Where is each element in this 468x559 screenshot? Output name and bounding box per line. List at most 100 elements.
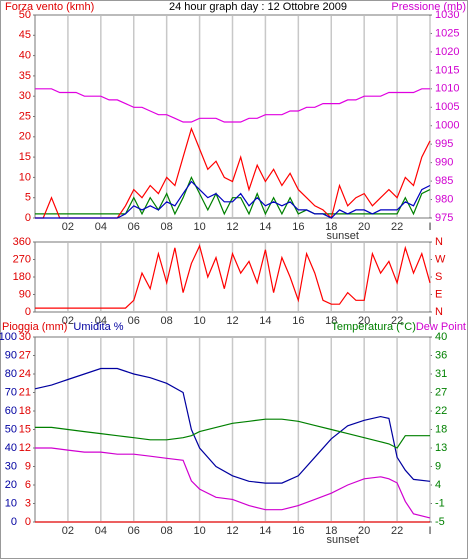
x-tick-label: 06 [128,315,140,327]
x-tick-label: 08 [161,315,173,327]
series-line [35,244,431,309]
y-tick-label: 6 [25,479,31,491]
x-tick-label: 04 [95,525,107,537]
y3-tick-label: 18 [435,423,447,435]
x-tick-label: 02 [62,315,74,327]
y-tick-label: 50 [19,9,31,21]
x-tick-label: 10 [193,221,205,233]
y-tick-label: 15 [19,151,31,163]
y-tick-label: 27 [19,349,31,361]
y3-tick-label: 9 [435,460,441,472]
annotation: sunset [327,534,359,546]
y-tick-label: 30 [19,90,31,102]
y-tick-label: 0 [25,212,31,224]
y2-tick-label: 0 [11,516,17,528]
series-line [35,418,430,449]
x-tick-label: 04 [95,315,107,327]
x-tick-label: 12 [226,315,238,327]
y-tick-label: 3 [25,497,31,509]
y2-tick-label: 990 [435,157,453,169]
y-tick-label: 360 [13,236,31,248]
y-tick-label: 180 [13,271,31,283]
x-tick-label: 14 [259,525,271,537]
y2-tick-label: 20 [5,479,17,491]
y2-tick-label: 1000 [435,120,459,132]
y2-tick-label: 975 [435,212,453,224]
y2-tick-label: 1025 [435,27,459,39]
y-tick-label: 40 [19,50,31,62]
x-tick-label: 20 [358,525,370,537]
y2-tick-label: 985 [435,175,453,187]
x-tick-label: 08 [161,221,173,233]
x-tick-label: 10 [193,315,205,327]
series-line [34,367,431,484]
x-tick-label: 14 [259,221,271,233]
y3-tick-label: -5 [435,516,445,528]
y-tick-label: 45 [19,29,31,41]
y-tick-label: 10 [19,171,31,183]
chart-title: 24 hour graph day : 12 Ottobre 2009 [169,1,347,13]
y2-tick-label: 70 [5,386,17,398]
x-tick-label: 22 [391,221,403,233]
x-tick-label: I [428,525,431,537]
x-tick-label: 12 [226,221,238,233]
y2-tick-label: 1005 [435,101,459,113]
legend-entry: Temperatura (°C) [331,321,415,333]
x-tick-label: 02 [62,221,74,233]
y-tick-label: 21 [19,386,31,398]
y3-tick-label: 27 [435,386,447,398]
y2-tick-label: E [435,288,442,300]
x-tick-label: 18 [325,525,337,537]
x-tick-label: 18 [325,221,337,233]
x-tick-label: 08 [161,525,173,537]
y-axis-label: Forza vento (kmh) [5,1,94,13]
y-tick-label: 12 [19,442,31,454]
series-line [35,88,430,123]
x-tick-label: 06 [128,221,140,233]
x-tick-label: 04 [95,221,107,233]
y-tick-label: 24 [19,368,31,380]
x-tick-label: I [428,315,431,327]
series-line [35,180,431,219]
y3-tick-label: 13 [435,442,447,454]
y2-tick-label: W [435,253,446,265]
y-tick-label: 18 [19,405,31,417]
y-tick-label: 35 [19,70,31,82]
y2-axis-label: Pressione (mb) [391,1,466,13]
y2-tick-label: 30 [5,460,17,472]
y2-tick-label: 40 [5,442,17,454]
x-tick-label: 12 [226,525,238,537]
y2-tick-label: 100 [0,331,17,343]
y-tick-label: 9 [25,460,31,472]
y-tick-label: 90 [19,288,31,300]
x-tick-label: 02 [62,525,74,537]
y-tick-label: 5 [25,192,31,204]
y2-tick-label: S [435,271,442,283]
y3-tick-label: 31 [435,368,447,380]
y2-tick-label: 995 [435,138,453,150]
x-tick-label: 16 [292,221,304,233]
x-tick-label: 14 [259,315,271,327]
series-line [35,447,431,519]
y2-tick-label: 1015 [435,64,459,76]
y-tick-label: 0 [25,516,31,528]
y3-tick-label: 36 [435,349,447,361]
y3-tick-label: 40 [435,331,447,343]
y-tick-label: 30 [19,331,31,343]
y-tick-label: 20 [19,131,31,143]
y2-tick-label: 1030 [435,9,459,21]
y2-tick-label: 80 [5,368,17,380]
x-tick-label: 20 [358,221,370,233]
y2-tick-label: 60 [5,405,17,417]
annotation: sunset [327,230,359,242]
y-tick-label: 270 [13,253,31,265]
legend-entry: Pioggia (mm) [2,321,67,333]
y2-tick-label: 1010 [435,83,459,95]
legend-entry: Umidita % [73,321,123,333]
y2-tick-label: N [435,306,443,318]
y2-tick-label: N [435,236,443,248]
x-tick-label: 22 [391,315,403,327]
legend-entry: Dew Point [416,321,466,333]
series-line [35,175,431,216]
